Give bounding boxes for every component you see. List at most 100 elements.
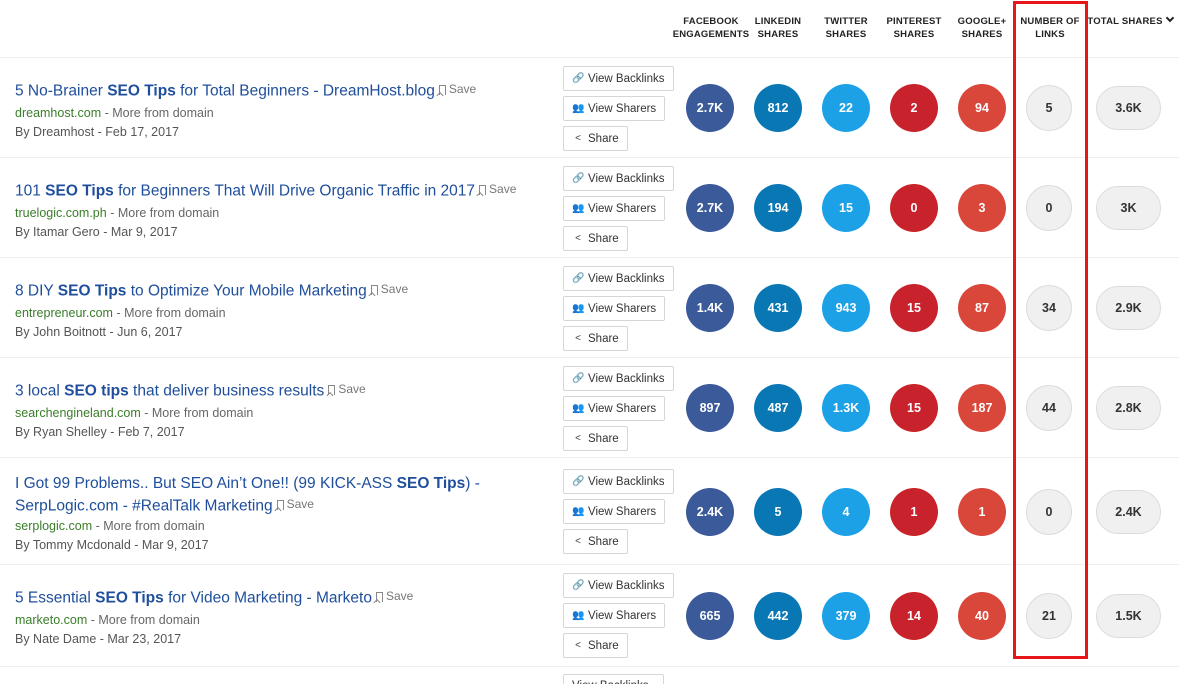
table-row: 3 local SEO tips that deliver business r…: [0, 358, 1179, 458]
pinterest-shares-badge[interactable]: 0: [890, 184, 938, 232]
pinterest-shares-badge[interactable]: 1: [890, 487, 938, 536]
bookmark-icon: [438, 84, 446, 95]
linkedin-shares-badge[interactable]: 487: [754, 384, 802, 432]
view-sharers-button[interactable]: 👥 View Sharers: [563, 196, 666, 221]
googleplus-shares-badge[interactable]: 94: [958, 84, 1006, 132]
linkedin-shares-badge[interactable]: 442: [754, 592, 802, 640]
save-button[interactable]: Save: [276, 494, 314, 515]
view-sharers-button[interactable]: 👥 View Sharers: [563, 499, 666, 524]
view-backlinks-button[interactable]: 🔗 View Backlinks: [563, 366, 674, 391]
article-title-link[interactable]: 8 DIY SEO Tips to Optimize Your Mobile M…: [15, 279, 535, 302]
title-text: 5 Essential: [15, 589, 96, 607]
googleplus-shares-badge[interactable]: 1: [958, 487, 1006, 536]
twitter-shares-badge[interactable]: 4: [822, 487, 870, 536]
view-backlinks-button[interactable]: 🔗 View Backlinks: [563, 573, 674, 598]
twitter-shares-badge[interactable]: 15: [822, 184, 870, 232]
share-button[interactable]: < Share: [563, 326, 628, 351]
number-of-links-badge[interactable]: 0: [1026, 185, 1072, 231]
more-from-domain-link[interactable]: More from domain: [124, 306, 226, 320]
number-of-links-badge[interactable]: 44: [1026, 385, 1072, 431]
pinterest-shares-badge[interactable]: 14: [890, 592, 938, 640]
button-label: View Sharers: [588, 505, 657, 518]
googleplus-shares-badge[interactable]: 87: [958, 284, 1006, 332]
linkedin-shares-badge[interactable]: 431: [754, 284, 802, 332]
link-icon: 🔗: [572, 373, 585, 384]
view-sharers-button[interactable]: 👥 View Sharers: [563, 96, 666, 121]
number-of-links-badge[interactable]: 34: [1026, 285, 1072, 331]
column-header-line: LINKEDIN: [754, 16, 802, 27]
article-title-link[interactable]: I Got 99 Problems.. But SEO Ain’t One!! …: [15, 473, 535, 517]
number-of-links-badge[interactable]: 21: [1026, 593, 1072, 639]
column-header-line: NUMBER OF: [1020, 16, 1080, 27]
save-button[interactable]: Save: [370, 279, 408, 300]
view-backlinks-button[interactable]: 🔗 View Backlinks: [563, 266, 674, 291]
view-backlinks-button[interactable]: 🔗 View Backlinks: [563, 66, 674, 91]
share-button[interactable]: < Share: [563, 126, 628, 151]
column-header-line: SHARES: [757, 29, 799, 40]
view-backlinks-button[interactable]: View Backlinks: [563, 674, 664, 684]
save-button[interactable]: Save: [479, 179, 516, 200]
more-from-domain-link[interactable]: More from domain: [103, 519, 205, 533]
domain-link[interactable]: entrepreneur.com: [15, 306, 113, 320]
facebook-engagements-badge[interactable]: 2.7K: [686, 184, 734, 232]
pinterest-shares-badge[interactable]: 15: [890, 384, 938, 432]
share-button[interactable]: < Share: [563, 226, 628, 251]
pinterest-shares-badge[interactable]: 2: [890, 84, 938, 132]
share-button[interactable]: < Share: [563, 633, 628, 658]
domain-link[interactable]: marketo.com: [15, 613, 88, 627]
facebook-engagements-badge[interactable]: 665: [686, 592, 734, 640]
separator: -: [112, 306, 125, 320]
twitter-shares-badge[interactable]: 943: [822, 284, 870, 332]
googleplus-shares-badge[interactable]: 3: [958, 184, 1006, 232]
article-title-link[interactable]: 101 SEO Tips for Beginners That Will Dri…: [15, 179, 535, 202]
title-keyword: SEO Tips: [107, 82, 176, 100]
column-header-total-shares[interactable]: TOTAL SHARES: [1086, 13, 1174, 28]
more-from-domain-link[interactable]: More from domain: [112, 106, 214, 120]
facebook-engagements-badge[interactable]: 1.4K: [686, 284, 734, 332]
twitter-shares-badge[interactable]: 1.3K: [822, 384, 870, 432]
title-text: to Optimize Your Mobile Marketing: [126, 282, 367, 300]
article-title-link[interactable]: 3 local SEO tips that deliver business r…: [15, 379, 535, 402]
separator: -: [92, 519, 104, 533]
table-row: 101 SEO Tips for Beginners That Will Dri…: [0, 158, 1179, 258]
domain-link[interactable]: dreamhost.com: [15, 106, 102, 120]
googleplus-shares-badge[interactable]: 187: [958, 384, 1006, 432]
view-sharers-button[interactable]: 👥 View Sharers: [563, 603, 666, 628]
total-shares-badge: 3.6K: [1096, 86, 1161, 130]
article-title-link[interactable]: 5 No-Brainer SEO Tips for Total Beginner…: [15, 79, 535, 102]
linkedin-shares-badge[interactable]: 812: [754, 84, 802, 132]
share-icon: <: [575, 133, 581, 144]
facebook-engagements-badge[interactable]: 2.4K: [686, 487, 734, 536]
column-header-line: GOOGLE+: [957, 16, 1007, 27]
share-button[interactable]: < Share: [563, 529, 628, 554]
facebook-engagements-badge[interactable]: 897: [686, 384, 734, 432]
share-button[interactable]: < Share: [563, 426, 628, 451]
linkedin-shares-badge[interactable]: 194: [754, 184, 802, 232]
pinterest-shares-badge[interactable]: 15: [890, 284, 938, 332]
domain-link[interactable]: truelogic.com.ph: [15, 206, 107, 220]
more-from-domain-link[interactable]: More from domain: [98, 613, 200, 627]
number-of-links-badge[interactable]: 0: [1026, 488, 1072, 535]
view-sharers-button[interactable]: 👥 View Sharers: [563, 396, 666, 421]
number-of-links-badge[interactable]: 5: [1026, 85, 1072, 131]
more-from-domain-link[interactable]: More from domain: [151, 406, 254, 420]
view-backlinks-button[interactable]: 🔗 View Backlinks: [563, 469, 674, 494]
twitter-shares-badge[interactable]: 379: [822, 592, 870, 640]
button-label: Share: [588, 132, 619, 145]
more-from-domain-link[interactable]: More from domain: [117, 206, 220, 220]
domain-link[interactable]: serplogic.com: [15, 519, 93, 533]
linkedin-shares-badge[interactable]: 5: [754, 487, 802, 536]
save-button[interactable]: Save: [328, 379, 366, 400]
domain-link[interactable]: searchengineland.com: [15, 406, 141, 420]
view-backlinks-button[interactable]: 🔗 View Backlinks: [563, 166, 674, 191]
googleplus-shares-badge[interactable]: 40: [958, 592, 1006, 640]
button-label: Share: [588, 232, 619, 245]
save-button[interactable]: Save: [375, 586, 413, 607]
table-row: 5 Essential SEO Tips for Video Marketing…: [0, 565, 1179, 667]
twitter-shares-badge[interactable]: 22: [822, 84, 870, 132]
facebook-engagements-badge[interactable]: 2.7K: [686, 84, 734, 132]
save-button[interactable]: Save: [438, 79, 476, 100]
bookmark-icon: [370, 284, 378, 295]
article-title-link[interactable]: 5 Essential SEO Tips for Video Marketing…: [15, 586, 535, 609]
view-sharers-button[interactable]: 👥 View Sharers: [563, 296, 666, 321]
